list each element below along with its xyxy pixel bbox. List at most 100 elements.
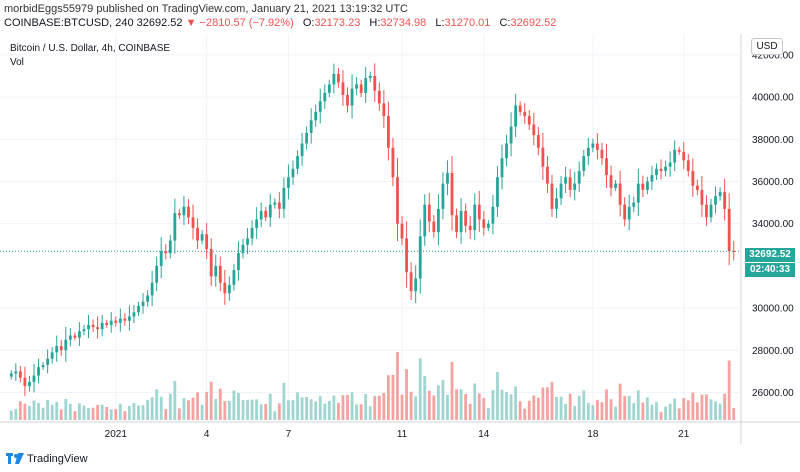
x-tick-label: 21 xyxy=(678,429,690,440)
candle-body xyxy=(691,170,695,186)
candle-body xyxy=(436,208,440,233)
volume-bar xyxy=(259,404,263,420)
candle-body xyxy=(23,377,27,387)
candle-body xyxy=(291,168,295,178)
candle-body xyxy=(532,124,536,136)
candle-body xyxy=(568,177,572,190)
candle-body xyxy=(318,101,322,112)
volume-bar xyxy=(705,394,708,420)
candle-body xyxy=(686,160,690,171)
candle-body xyxy=(241,244,245,254)
candle-body xyxy=(477,204,481,220)
candle-body xyxy=(655,168,658,176)
candle-body xyxy=(255,219,259,228)
volume-bar xyxy=(559,396,563,420)
volume-bar xyxy=(541,387,545,420)
candle-body xyxy=(123,318,127,321)
candle-body xyxy=(323,92,327,102)
candle-body xyxy=(518,105,522,112)
candle-body xyxy=(496,177,499,207)
volume-bar xyxy=(232,390,236,420)
volume-bar xyxy=(555,396,558,420)
volume-bar xyxy=(132,403,136,420)
candle-body xyxy=(723,192,727,209)
currency-button[interactable]: USD xyxy=(751,38,783,55)
candle-body xyxy=(536,135,540,148)
volume-bar xyxy=(477,393,481,420)
volume-bar xyxy=(400,394,404,420)
candle-body xyxy=(473,204,477,230)
candle-body xyxy=(564,177,568,184)
volume-bar xyxy=(564,404,568,420)
volume-bar xyxy=(568,393,572,420)
candle-body xyxy=(268,204,272,218)
candle-body xyxy=(55,346,59,353)
volume-bar xyxy=(355,404,359,420)
tradingview-brand[interactable]: TradingView xyxy=(27,453,88,465)
candle-body xyxy=(96,327,100,330)
volume-bar xyxy=(500,389,504,420)
candle-body xyxy=(668,162,672,167)
candle-body xyxy=(78,331,81,338)
candle-body xyxy=(423,204,427,237)
volume-bar xyxy=(432,395,436,420)
high-key: H: xyxy=(369,17,381,29)
candle-body xyxy=(350,88,354,106)
volume-bar xyxy=(118,403,122,420)
candle-body xyxy=(282,187,286,209)
volume-bar xyxy=(91,407,95,420)
candle-body xyxy=(346,94,349,106)
volume-bar xyxy=(732,407,736,420)
candle-body xyxy=(250,227,254,239)
candle-body xyxy=(187,206,190,218)
volume-bar xyxy=(623,396,627,420)
volume-bar xyxy=(709,399,713,420)
y-tick-label: 26000.00 xyxy=(752,388,794,399)
volume-bar xyxy=(596,399,599,420)
volume-bar xyxy=(700,394,704,420)
x-tick-label: 4 xyxy=(204,429,210,440)
candle-body xyxy=(673,149,677,163)
candle-body xyxy=(237,253,240,271)
candle-body xyxy=(614,183,617,188)
volume-bar xyxy=(18,401,22,420)
volume-bar xyxy=(237,392,240,420)
candle-body xyxy=(259,211,263,220)
volume-bar xyxy=(459,389,463,420)
volume-bar xyxy=(209,381,213,420)
volume-bar xyxy=(155,389,159,420)
volume-bar xyxy=(241,400,245,420)
x-tick-label: 7 xyxy=(286,429,292,440)
volume-bar xyxy=(314,401,318,420)
candle-body xyxy=(82,329,86,332)
candle-body xyxy=(18,371,22,378)
candle-body xyxy=(305,132,309,144)
volume-bar xyxy=(600,402,604,420)
legend-vol: Vol xyxy=(10,57,24,68)
candle-body xyxy=(396,177,399,224)
price-chart[interactable]: 42000.00 40000.00 38000.00 36000.00 34000.00… xyxy=(0,34,800,444)
candle-body xyxy=(128,316,131,321)
volume-bar xyxy=(414,396,418,420)
candle-body xyxy=(146,295,149,302)
y-tick-label: 42000.00 xyxy=(752,50,794,61)
volume-bar xyxy=(37,402,40,420)
volume-bar xyxy=(141,405,145,420)
candle-body xyxy=(659,168,663,171)
volume-bar xyxy=(636,390,640,420)
volume-bar xyxy=(318,396,322,420)
candle-body xyxy=(14,371,18,374)
legend-title: Bitcoin / U.S. Dollar, 4h, COINBASE xyxy=(10,43,171,54)
tradingview-logo-icon[interactable] xyxy=(6,453,24,465)
candle-body xyxy=(118,318,122,323)
x-tick-label: 18 xyxy=(587,429,599,440)
volume-bar xyxy=(364,393,368,420)
candle-body xyxy=(468,225,472,230)
candle-body xyxy=(296,156,299,169)
candle-body xyxy=(546,166,549,184)
candle-body xyxy=(173,213,177,241)
volume-bar xyxy=(614,406,617,420)
volume-bar xyxy=(423,375,427,420)
volume-bar xyxy=(396,352,399,420)
candle-body xyxy=(618,183,622,205)
